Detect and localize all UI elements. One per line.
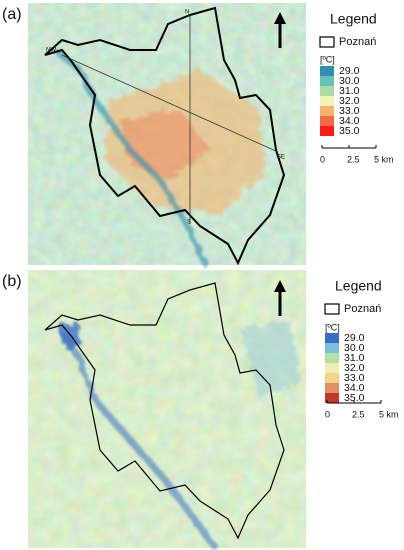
scale-label: 0 <box>320 154 325 164</box>
transect-label: NW <box>46 48 56 54</box>
legend-swatch <box>325 383 339 393</box>
legend-swatch <box>320 126 334 136</box>
map-background <box>28 270 306 548</box>
legend-swatch <box>325 373 339 383</box>
legend-swatch <box>325 393 339 403</box>
legend-label: 34.0 <box>344 382 365 394</box>
legend-swatch <box>325 353 339 363</box>
legend-title: Legend <box>335 278 382 294</box>
legend-swatch <box>320 96 334 106</box>
legend-swatch <box>320 76 334 86</box>
scale-label: 2.5 <box>347 154 360 164</box>
city-boundary <box>44 6 286 266</box>
legend-label: 33.0 <box>344 372 365 384</box>
panel-label: (b) <box>2 273 22 290</box>
transect-label: S <box>187 220 191 226</box>
legend-label: 35.0 <box>344 392 365 404</box>
legend-swatch <box>325 363 339 373</box>
legend-swatch <box>325 343 339 353</box>
panel-label: (a) <box>2 6 22 23</box>
map: N NW SE S <box>28 3 306 267</box>
unit-label: [ºC] <box>320 54 335 64</box>
transect-label: SE <box>277 155 285 161</box>
boundary-swatch <box>319 36 335 48</box>
map <box>28 270 306 550</box>
unit-label: [ºC] <box>325 322 340 332</box>
legend-swatch <box>320 116 334 126</box>
legend-label: 32.0 <box>339 95 360 107</box>
legend-label: 31.0 <box>344 352 365 364</box>
legend-swatch <box>320 66 334 76</box>
scale-label: 5 km <box>374 154 394 164</box>
transect-label: N <box>185 10 189 16</box>
transect <box>61 54 279 153</box>
scale-label: 5 km <box>379 409 399 419</box>
city-boundary <box>44 282 285 540</box>
legend-label: 33.0 <box>339 105 360 117</box>
legend-label: 35.0 <box>339 125 360 137</box>
boundary-swatch <box>324 303 340 315</box>
legend-swatch <box>320 86 334 96</box>
boundary-label: Poznań <box>344 303 381 315</box>
scale-label: 0 <box>325 409 330 419</box>
legend-label: 30.0 <box>344 342 365 354</box>
legend-label: 30.0 <box>339 75 360 87</box>
legend-label: 34.0 <box>339 115 360 127</box>
river <box>53 47 208 267</box>
legend-swatch <box>320 106 334 116</box>
river <box>61 333 218 550</box>
legend-label: 29.0 <box>344 332 365 344</box>
legend-label: 29.0 <box>339 65 360 77</box>
legend-label: 32.0 <box>344 362 365 374</box>
legend-title: Legend <box>330 11 377 27</box>
boundary-label: Poznań <box>339 36 376 48</box>
legend-label: 31.0 <box>339 85 360 97</box>
cool-area <box>240 320 300 400</box>
legend-swatch <box>325 333 339 343</box>
scale-label: 2.5 <box>352 409 365 419</box>
